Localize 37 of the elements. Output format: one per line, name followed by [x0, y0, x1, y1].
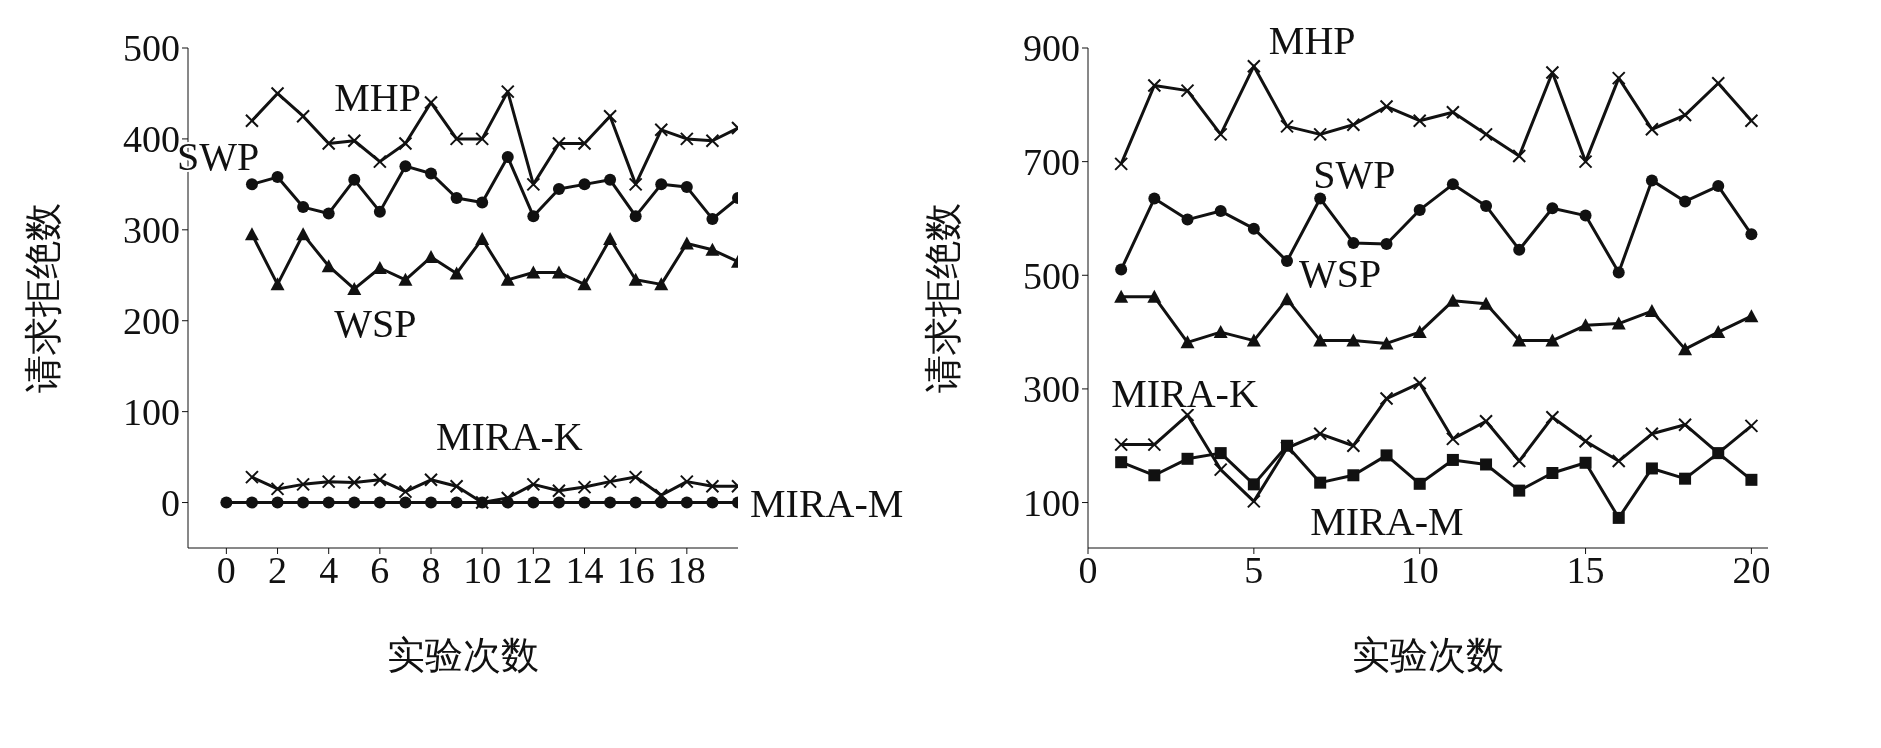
series-label: MIRA-K — [436, 413, 583, 459]
series-label: MIRA-M — [750, 480, 904, 526]
x-tick-label: 12 — [514, 548, 553, 591]
y-tick-label: 500 — [123, 27, 180, 70]
series-label: MIRA-M — [1310, 498, 1464, 544]
y-tick-label: 100 — [1023, 482, 1080, 525]
x-axis-title: 实验次数 — [387, 634, 539, 676]
x-tick-label: 2 — [268, 548, 288, 591]
series-label: WSP — [334, 300, 417, 346]
series-label: WSP — [1299, 251, 1382, 297]
x-tick-label: 5 — [1244, 548, 1264, 591]
x-tick-label: 10 — [463, 548, 502, 591]
y-tick-label: 200 — [123, 300, 180, 343]
y-tick-label: 300 — [123, 209, 180, 252]
y-tick-label: 300 — [1023, 368, 1080, 411]
x-tick-label: 18 — [667, 548, 706, 591]
x-tick-label: 14 — [565, 548, 604, 591]
series-label: SWP — [1313, 151, 1396, 197]
y-tick-label: 0 — [161, 482, 180, 525]
x-tick-label: 10 — [1400, 548, 1439, 591]
y-tick-label: 900 — [1023, 27, 1080, 70]
y-tick-label: 700 — [1023, 141, 1080, 184]
x-tick-label: 0 — [216, 548, 236, 591]
y-tick-label: 100 — [123, 391, 180, 434]
x-axis-title: 实验次数 — [1352, 634, 1504, 676]
x-tick-label: 4 — [319, 548, 339, 591]
x-tick-label: 15 — [1566, 548, 1605, 591]
y-tick-label: 500 — [1023, 254, 1080, 297]
series-label: MHP — [1268, 18, 1356, 64]
series-label: MIRA-K — [1111, 370, 1258, 416]
y-axis-title: 请求拒绝数 — [22, 203, 65, 393]
x-tick-label: 6 — [370, 548, 390, 591]
x-tick-label: 20 — [1732, 548, 1771, 591]
x-tick-label: 8 — [421, 548, 441, 591]
x-tick-label: 16 — [616, 548, 655, 591]
series-label: MHP — [334, 74, 421, 120]
y-axis-title: 请求拒绝数 — [922, 203, 965, 393]
